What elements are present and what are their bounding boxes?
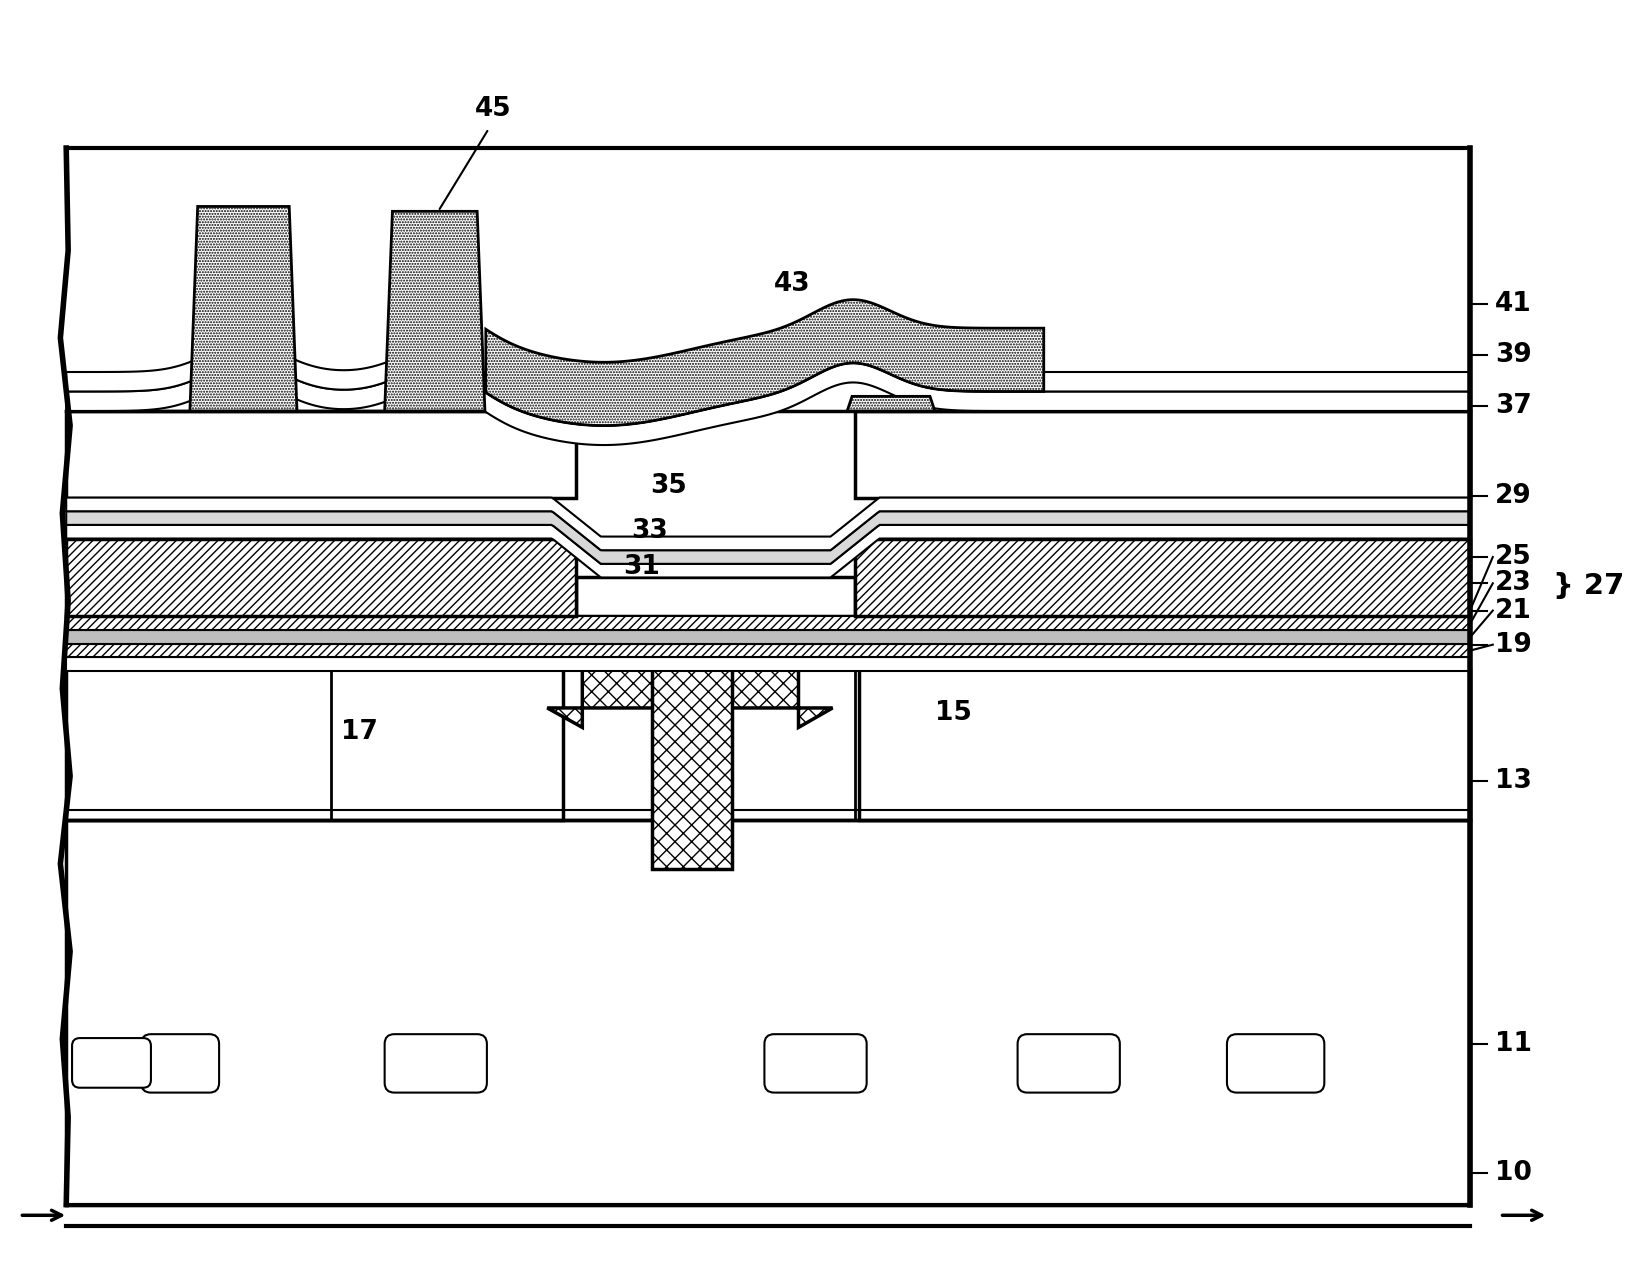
Polygon shape [67,363,1471,445]
FancyBboxPatch shape [384,1034,486,1092]
Polygon shape [547,669,833,727]
Text: 13: 13 [1495,769,1531,794]
Bar [854,411,1471,498]
Text: 17: 17 [340,719,377,746]
FancyBboxPatch shape [142,1034,220,1092]
Text: 31: 31 [623,554,661,580]
Polygon shape [67,498,1471,550]
Text: 33: 33 [631,518,667,544]
Bar [67,657,1471,671]
FancyBboxPatch shape [1227,1034,1324,1092]
Bar [67,629,1471,643]
Text: 43: 43 [774,272,810,297]
Polygon shape [486,300,1045,426]
Text: 41: 41 [1495,291,1531,317]
Bar [67,643,1471,657]
Bar [67,820,1471,1205]
Text: 11: 11 [1495,1031,1531,1057]
FancyBboxPatch shape [1017,1034,1119,1092]
FancyBboxPatch shape [72,1038,151,1088]
Bar [67,617,1471,629]
Polygon shape [652,669,732,868]
Text: } 27: } 27 [1554,573,1624,600]
FancyBboxPatch shape [765,1034,867,1092]
Bar [67,669,563,820]
Bar [67,538,576,617]
Bar [576,578,854,617]
Polygon shape [67,511,1471,564]
Text: 23: 23 [1495,570,1531,597]
Text: 45: 45 [475,96,513,123]
Bar [67,411,576,498]
Text: 37: 37 [1495,393,1531,420]
Bar [859,669,1471,820]
Text: 19: 19 [1495,632,1531,657]
Bar [854,538,1471,617]
Polygon shape [190,206,298,411]
Polygon shape [848,397,936,411]
Polygon shape [384,211,485,411]
Polygon shape [67,525,1471,578]
Polygon shape [67,343,1471,426]
Text: 15: 15 [936,700,971,726]
Text: 21: 21 [1495,598,1531,623]
Text: 35: 35 [651,473,687,499]
Text: 10: 10 [1495,1160,1531,1187]
Text: 39: 39 [1495,343,1531,368]
Text: 29: 29 [1495,483,1531,508]
Text: 25: 25 [1495,544,1531,570]
